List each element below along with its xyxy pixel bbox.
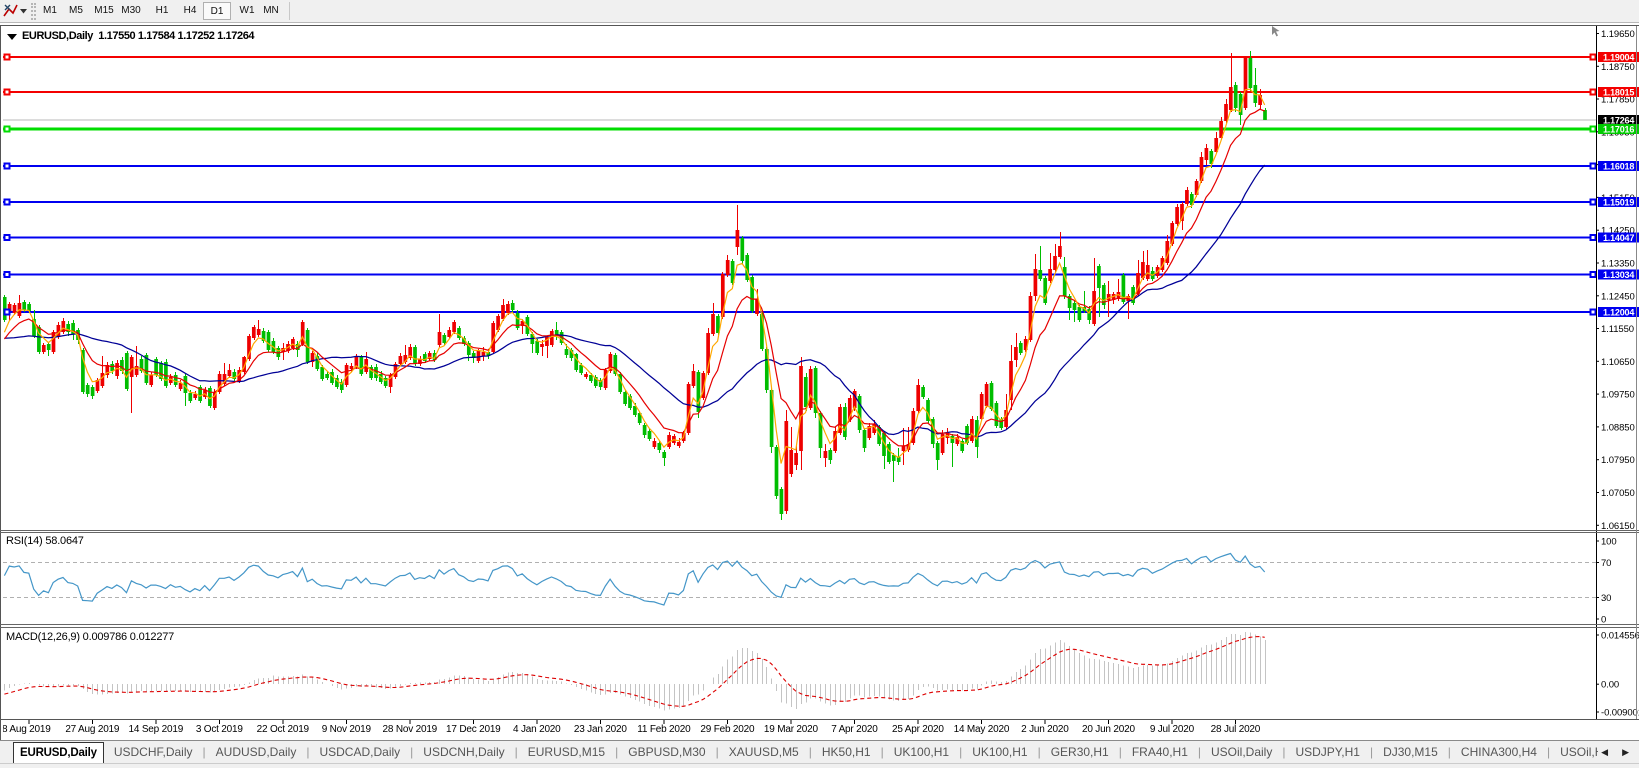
svg-text:1.08850: 1.08850 (1601, 422, 1635, 433)
svg-text:1.19650: 1.19650 (1601, 29, 1635, 40)
svg-text:17 Dec 2019: 17 Dec 2019 (446, 724, 501, 735)
svg-text:0: 0 (1601, 615, 1606, 626)
svg-text:1.17264: 1.17264 (1603, 116, 1634, 126)
svg-text:14 Sep 2019: 14 Sep 2019 (129, 724, 184, 735)
svg-text:22 Oct 2019: 22 Oct 2019 (257, 724, 310, 735)
svg-text:25 Apr 2020: 25 Apr 2020 (892, 724, 944, 735)
svg-text:1.10650: 1.10650 (1601, 357, 1635, 368)
svg-text:2 Jun 2020: 2 Jun 2020 (1021, 724, 1069, 735)
svg-text:1.13034: 1.13034 (1603, 270, 1634, 280)
svg-text:4 Jan 2020: 4 Jan 2020 (513, 724, 561, 735)
svg-text:100: 100 (1601, 537, 1617, 548)
svg-text:29 Feb 2020: 29 Feb 2020 (700, 724, 755, 735)
svg-text:1.15019: 1.15019 (1603, 198, 1634, 208)
svg-text:0.014556: 0.014556 (1601, 631, 1639, 642)
svg-text:1.17850: 1.17850 (1601, 95, 1635, 106)
svg-text:19 Mar 2020: 19 Mar 2020 (764, 724, 819, 735)
svg-text:MACD(12,26,9) 0.009786 0.01227: MACD(12,26,9) 0.009786 0.012277 (6, 631, 174, 643)
svg-text:7 Apr 2020: 7 Apr 2020 (831, 724, 878, 735)
svg-text:8 Aug 2019: 8 Aug 2019 (2, 724, 51, 735)
svg-text:20 Jun 2020: 20 Jun 2020 (1082, 724, 1135, 735)
svg-text:1.18015: 1.18015 (1603, 88, 1634, 98)
svg-text:9 Jul 2020: 9 Jul 2020 (1150, 724, 1195, 735)
svg-text:1.09750: 1.09750 (1601, 390, 1635, 401)
svg-text:1.13350: 1.13350 (1601, 259, 1635, 270)
svg-text:9 Nov 2019: 9 Nov 2019 (322, 724, 372, 735)
svg-text:1.14047: 1.14047 (1603, 233, 1634, 243)
svg-text:1.17016: 1.17016 (1603, 125, 1634, 135)
svg-text:-0.009001: -0.009001 (1601, 708, 1639, 719)
svg-text:30: 30 (1601, 593, 1611, 604)
svg-text:1.06150: 1.06150 (1601, 521, 1635, 532)
svg-text:EURUSD,Daily 1.17550 1.17584: EURUSD,Daily 1.17550 1.17584 1.17252 1.1… (22, 30, 255, 42)
svg-text:27 Aug 2019: 27 Aug 2019 (65, 724, 120, 735)
svg-text:RSI(14) 58.0647: RSI(14) 58.0647 (6, 535, 84, 547)
svg-text:1.18750: 1.18750 (1601, 62, 1635, 73)
svg-text:28 Nov 2019: 28 Nov 2019 (383, 724, 438, 735)
svg-text:1.12004: 1.12004 (1603, 308, 1634, 318)
svg-text:1.19004: 1.19004 (1603, 53, 1634, 63)
svg-text:11 Feb 2020: 11 Feb 2020 (637, 724, 691, 735)
svg-text:1.14250: 1.14250 (1601, 226, 1635, 237)
svg-text:1.07950: 1.07950 (1601, 455, 1635, 466)
svg-text:1.11550: 1.11550 (1601, 324, 1634, 335)
svg-text:1.12450: 1.12450 (1601, 291, 1635, 302)
svg-text:1.16018: 1.16018 (1603, 162, 1634, 172)
svg-text:0.00: 0.00 (1601, 680, 1619, 691)
svg-text:3 Oct 2019: 3 Oct 2019 (196, 724, 244, 735)
svg-text:28 Jul 2020: 28 Jul 2020 (1211, 724, 1261, 735)
svg-text:1.07050: 1.07050 (1601, 488, 1635, 499)
svg-text:14 May 2020: 14 May 2020 (954, 724, 1010, 735)
svg-text:23 Jan 2020: 23 Jan 2020 (574, 724, 627, 735)
svg-text:70: 70 (1601, 558, 1611, 569)
